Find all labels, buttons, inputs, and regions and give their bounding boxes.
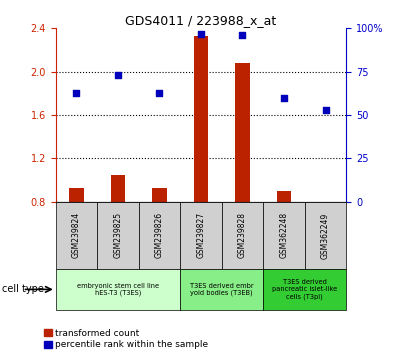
Bar: [139, 202, 180, 269]
Point: [115, 72, 121, 78]
Text: GSM239827: GSM239827: [197, 212, 205, 258]
Bar: [152, 188, 167, 289]
Bar: [56, 202, 97, 269]
Bar: [97, 202, 139, 269]
Bar: [222, 202, 263, 269]
Text: GSM239826: GSM239826: [155, 212, 164, 258]
Point: [198, 31, 204, 36]
Bar: [277, 191, 291, 289]
Text: GSM362248: GSM362248: [279, 212, 289, 258]
Text: GSM239825: GSM239825: [113, 212, 123, 258]
Bar: [111, 175, 125, 289]
Text: cell type: cell type: [2, 284, 44, 295]
Bar: [305, 202, 346, 269]
Bar: [318, 202, 333, 289]
Text: GSM239828: GSM239828: [238, 212, 247, 258]
Bar: [263, 269, 346, 310]
Point: [281, 95, 287, 101]
Point: [239, 33, 246, 38]
Bar: [180, 269, 263, 310]
Bar: [69, 188, 84, 289]
Bar: [194, 36, 208, 289]
Text: GSM239824: GSM239824: [72, 212, 81, 258]
Point: [322, 107, 329, 113]
Legend: transformed count, percentile rank within the sample: transformed count, percentile rank withi…: [44, 329, 208, 349]
Text: embryonic stem cell line
hES-T3 (T3ES): embryonic stem cell line hES-T3 (T3ES): [77, 282, 159, 296]
Point: [73, 90, 80, 95]
Point: [156, 90, 163, 95]
Bar: [56, 269, 180, 310]
Text: GSM362249: GSM362249: [321, 212, 330, 258]
Bar: [263, 202, 305, 269]
Text: T3ES derived
pancreatic islet-like
cells (T3pi): T3ES derived pancreatic islet-like cells…: [272, 279, 338, 299]
Bar: [235, 63, 250, 289]
Bar: [180, 202, 222, 269]
Title: GDS4011 / 223988_x_at: GDS4011 / 223988_x_at: [125, 14, 277, 27]
Text: T3ES derived embr
yoid bodies (T3EB): T3ES derived embr yoid bodies (T3EB): [190, 282, 254, 296]
